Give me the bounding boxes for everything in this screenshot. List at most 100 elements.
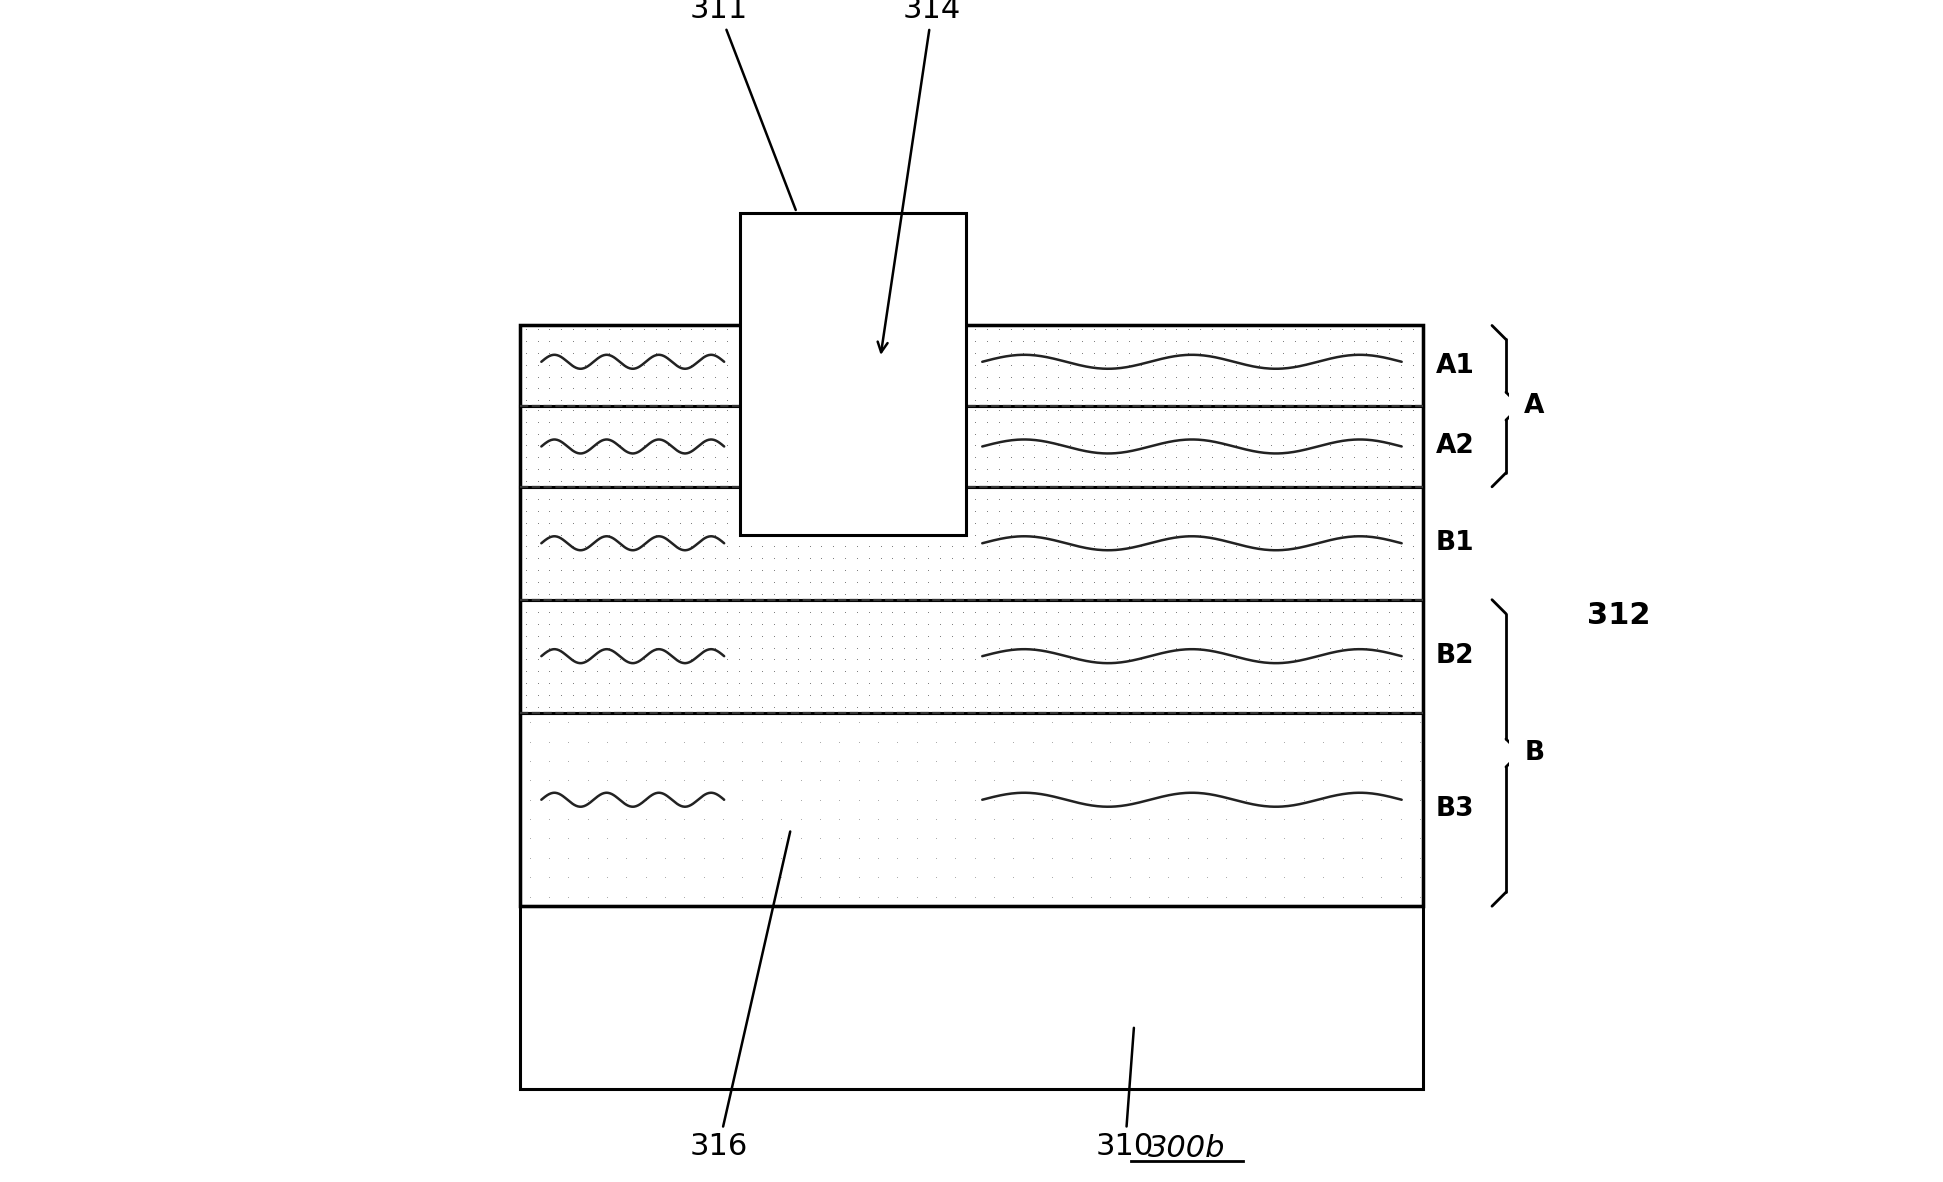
Point bbox=[707, 810, 738, 829]
Point bbox=[824, 771, 855, 790]
Point bbox=[616, 391, 647, 410]
Point bbox=[806, 513, 837, 532]
Point bbox=[1018, 413, 1049, 431]
Point bbox=[1290, 638, 1321, 657]
Point bbox=[616, 603, 647, 622]
Point bbox=[888, 537, 919, 556]
Point bbox=[795, 572, 826, 591]
Point bbox=[1030, 501, 1061, 520]
Point bbox=[1078, 525, 1109, 544]
Point bbox=[1232, 424, 1263, 443]
Point bbox=[511, 537, 542, 556]
Point bbox=[1090, 626, 1121, 645]
Point bbox=[1315, 332, 1346, 351]
Point bbox=[948, 320, 979, 339]
Point bbox=[546, 686, 577, 704]
Point bbox=[1043, 525, 1074, 544]
Point bbox=[558, 391, 589, 410]
Point bbox=[925, 650, 956, 669]
Point bbox=[913, 662, 944, 681]
Point bbox=[1067, 320, 1098, 339]
Point bbox=[1102, 615, 1133, 634]
Point bbox=[711, 537, 742, 556]
Point bbox=[1385, 626, 1416, 645]
Point bbox=[1006, 460, 1038, 479]
Point bbox=[1148, 591, 1179, 610]
Point bbox=[1055, 368, 1086, 387]
Point bbox=[1346, 829, 1378, 847]
Point bbox=[900, 525, 931, 544]
Point bbox=[818, 356, 849, 375]
Point bbox=[1327, 638, 1358, 657]
Point bbox=[865, 478, 896, 496]
Bar bbox=[740, 213, 966, 535]
Point bbox=[1043, 436, 1074, 455]
Point bbox=[888, 615, 919, 634]
Point bbox=[628, 626, 659, 645]
Bar bbox=[521, 407, 1422, 487]
Point bbox=[1125, 424, 1156, 443]
Point bbox=[1043, 662, 1074, 681]
Point bbox=[1362, 537, 1393, 556]
Point bbox=[558, 436, 589, 455]
Point bbox=[665, 638, 696, 657]
Point bbox=[1255, 424, 1286, 443]
Point bbox=[1255, 537, 1286, 556]
Point bbox=[1102, 650, 1133, 669]
Point bbox=[960, 401, 991, 420]
Point bbox=[1315, 413, 1346, 431]
Point bbox=[1160, 584, 1191, 603]
Point bbox=[569, 697, 600, 716]
Point bbox=[1113, 332, 1144, 351]
Point bbox=[882, 829, 913, 847]
Point bbox=[1090, 662, 1121, 681]
Point bbox=[818, 591, 849, 610]
Point bbox=[1290, 320, 1321, 339]
Point bbox=[676, 332, 707, 351]
Point bbox=[758, 436, 789, 455]
Point bbox=[841, 548, 872, 567]
Point bbox=[1327, 413, 1358, 431]
Point bbox=[900, 638, 931, 657]
Point bbox=[558, 603, 589, 622]
Point bbox=[593, 638, 624, 657]
Point bbox=[913, 638, 944, 657]
Point bbox=[1267, 603, 1298, 622]
Point bbox=[771, 662, 802, 681]
Point bbox=[711, 591, 742, 610]
Point bbox=[1172, 868, 1203, 886]
Point bbox=[604, 537, 635, 556]
Point bbox=[734, 320, 766, 339]
Point bbox=[1197, 478, 1228, 496]
Point bbox=[1278, 513, 1310, 532]
Point bbox=[999, 868, 1030, 886]
Point bbox=[1244, 603, 1275, 622]
Point bbox=[1232, 379, 1263, 398]
Point bbox=[853, 368, 884, 387]
Point bbox=[900, 489, 931, 508]
Point bbox=[1255, 650, 1286, 669]
Point bbox=[616, 320, 647, 339]
Point bbox=[581, 697, 612, 716]
Point bbox=[523, 478, 554, 496]
Point bbox=[1148, 478, 1179, 496]
Point bbox=[558, 424, 589, 443]
Point bbox=[1125, 356, 1156, 375]
Point bbox=[979, 849, 1010, 868]
Point bbox=[1209, 344, 1240, 363]
Point bbox=[641, 697, 672, 716]
Point bbox=[1220, 662, 1251, 681]
Point bbox=[1267, 332, 1298, 351]
Point bbox=[688, 513, 719, 532]
Point bbox=[806, 615, 837, 634]
Point bbox=[734, 572, 766, 591]
Point bbox=[1385, 356, 1416, 375]
Point bbox=[771, 584, 802, 603]
Point bbox=[581, 513, 612, 532]
Point bbox=[1006, 697, 1038, 716]
Point bbox=[1043, 332, 1074, 351]
Point bbox=[1067, 615, 1098, 634]
Point bbox=[1160, 603, 1191, 622]
Point bbox=[1308, 810, 1339, 829]
Point bbox=[723, 413, 754, 431]
